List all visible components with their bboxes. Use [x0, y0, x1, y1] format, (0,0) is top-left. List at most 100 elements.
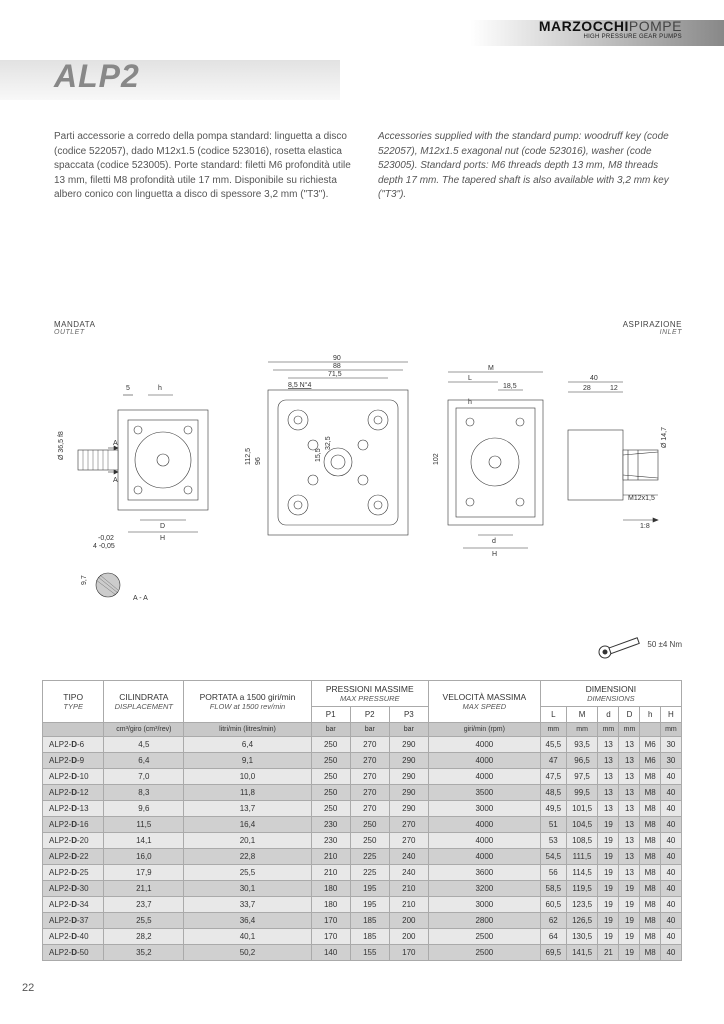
svg-text:D: D: [160, 523, 165, 530]
cell-H: 40: [660, 897, 681, 913]
svg-text:-0,02: -0,02: [98, 535, 114, 542]
cell-d: 19: [598, 897, 619, 913]
cell-L: 53: [540, 833, 566, 849]
cell-D: 19: [619, 929, 640, 945]
svg-text:M: M: [488, 365, 494, 372]
cell-type: ALP2-D-40: [43, 929, 104, 945]
cell-p1: 180: [311, 897, 350, 913]
cell-speed: 3000: [428, 801, 540, 817]
svg-text:28: 28: [583, 385, 591, 392]
cell-H: 30: [660, 737, 681, 753]
cell-type: ALP2-D-12: [43, 785, 104, 801]
cell-p1: 250: [311, 753, 350, 769]
cell-p3: 240: [389, 849, 428, 865]
table-row: ALP2-D-128,311,8250270290350048,599,5131…: [43, 785, 682, 801]
cell-D: 13: [619, 801, 640, 817]
svg-text:5: 5: [126, 385, 130, 392]
cell-D: 13: [619, 833, 640, 849]
cell-L: 60,5: [540, 897, 566, 913]
hdr-press: PRESSIONI MASSIME: [314, 684, 426, 694]
drawing-labels: MANDATA OUTLET ASPIRAZIONE INLET: [54, 320, 682, 336]
cell-flow: 13,7: [184, 801, 311, 817]
cell-M: 96,5: [566, 753, 598, 769]
cell-p1: 230: [311, 833, 350, 849]
cell-d: 19: [598, 817, 619, 833]
cell-L: 62: [540, 913, 566, 929]
cell-H: 30: [660, 753, 681, 769]
cell-p1: 250: [311, 769, 350, 785]
svg-text:40: 40: [590, 375, 598, 382]
svg-text:112,5: 112,5: [245, 448, 252, 465]
hdr-dim: DIMENSIONI: [543, 684, 679, 694]
cell-M: 104,5: [566, 817, 598, 833]
cell-d: 21: [598, 945, 619, 961]
svg-text:90: 90: [333, 355, 341, 362]
cell-type: ALP2-D-22: [43, 849, 104, 865]
cell-L: 45,5: [540, 737, 566, 753]
torque-value: 50 ±4 Nm: [647, 640, 682, 649]
logo-sub: HIGH PRESSURE GEAR PUMPS: [539, 34, 682, 40]
cell-D: 13: [619, 753, 640, 769]
cell-p2: 250: [350, 833, 389, 849]
inlet-label-en: INLET: [623, 329, 682, 336]
cell-D: 19: [619, 881, 640, 897]
cell-d: 19: [598, 833, 619, 849]
cell-type: ALP2-D-16: [43, 817, 104, 833]
cell-cil: 4,5: [104, 737, 184, 753]
cell-flow: 25,5: [184, 865, 311, 881]
drawing-svg: 5 h Ø 36,5 f8 A A -0,02 4 -0,05 D H 9,7 …: [54, 350, 682, 630]
unit-mm5: mm: [660, 723, 681, 737]
cell-p2: 270: [350, 769, 389, 785]
cell-h: M8: [640, 785, 660, 801]
cell-D: 13: [619, 737, 640, 753]
cell-M: 141,5: [566, 945, 598, 961]
cell-flow: 10,0: [184, 769, 311, 785]
svg-text:71,5: 71,5: [328, 371, 342, 378]
cell-H: 40: [660, 769, 681, 785]
cell-h: M8: [640, 817, 660, 833]
hdr-tipo-en: TYPE: [45, 702, 101, 711]
table-row: ALP2-D-2216,022,8210225240400054,5111,51…: [43, 849, 682, 865]
unit-mm2: mm: [566, 723, 598, 737]
cell-d: 19: [598, 929, 619, 945]
hdr-speed: VELOCITÀ MASSIMA: [431, 692, 538, 702]
cell-H: 40: [660, 833, 681, 849]
hdr-flow-en: FLOW at 1500 rev/min: [186, 702, 308, 711]
cell-h: M8: [640, 865, 660, 881]
table-row: ALP2-D-5035,250,2140155170250069,5141,52…: [43, 945, 682, 961]
cell-h: M8: [640, 913, 660, 929]
cell-type: ALP2-D-20: [43, 833, 104, 849]
table-row: ALP2-D-2014,120,1230250270400053108,5191…: [43, 833, 682, 849]
cell-M: 99,5: [566, 785, 598, 801]
cell-d: 19: [598, 881, 619, 897]
cell-speed: 4000: [428, 833, 540, 849]
page-number: 22: [22, 982, 34, 994]
table-row: ALP2-D-1611,516,4230250270400051104,5191…: [43, 817, 682, 833]
cell-p1: 250: [311, 785, 350, 801]
cell-speed: 3500: [428, 785, 540, 801]
cell-p3: 200: [389, 913, 428, 929]
cell-cil: 21,1: [104, 881, 184, 897]
cell-cil: 28,2: [104, 929, 184, 945]
svg-text:102: 102: [433, 453, 440, 465]
cell-h: M8: [640, 849, 660, 865]
table-row: ALP2-D-96,49,125027029040004796,51313M63…: [43, 753, 682, 769]
cell-p3: 270: [389, 817, 428, 833]
cell-D: 13: [619, 865, 640, 881]
cell-p1: 250: [311, 801, 350, 817]
cell-type: ALP2-D-9: [43, 753, 104, 769]
svg-text:32,5: 32,5: [325, 436, 332, 450]
cell-type: ALP2-D-34: [43, 897, 104, 913]
table-row: ALP2-D-2517,925,5210225240360056114,5191…: [43, 865, 682, 881]
logo-main: MARZOCCHI: [539, 18, 629, 34]
cell-p1: 210: [311, 849, 350, 865]
hdr-p2: P2: [350, 707, 389, 723]
cell-M: 97,5: [566, 769, 598, 785]
cell-p1: 210: [311, 865, 350, 881]
cell-p2: 185: [350, 913, 389, 929]
cell-flow: 9,1: [184, 753, 311, 769]
cell-cil: 8,3: [104, 785, 184, 801]
cell-H: 40: [660, 929, 681, 945]
cell-speed: 4000: [428, 753, 540, 769]
cell-p1: 250: [311, 737, 350, 753]
